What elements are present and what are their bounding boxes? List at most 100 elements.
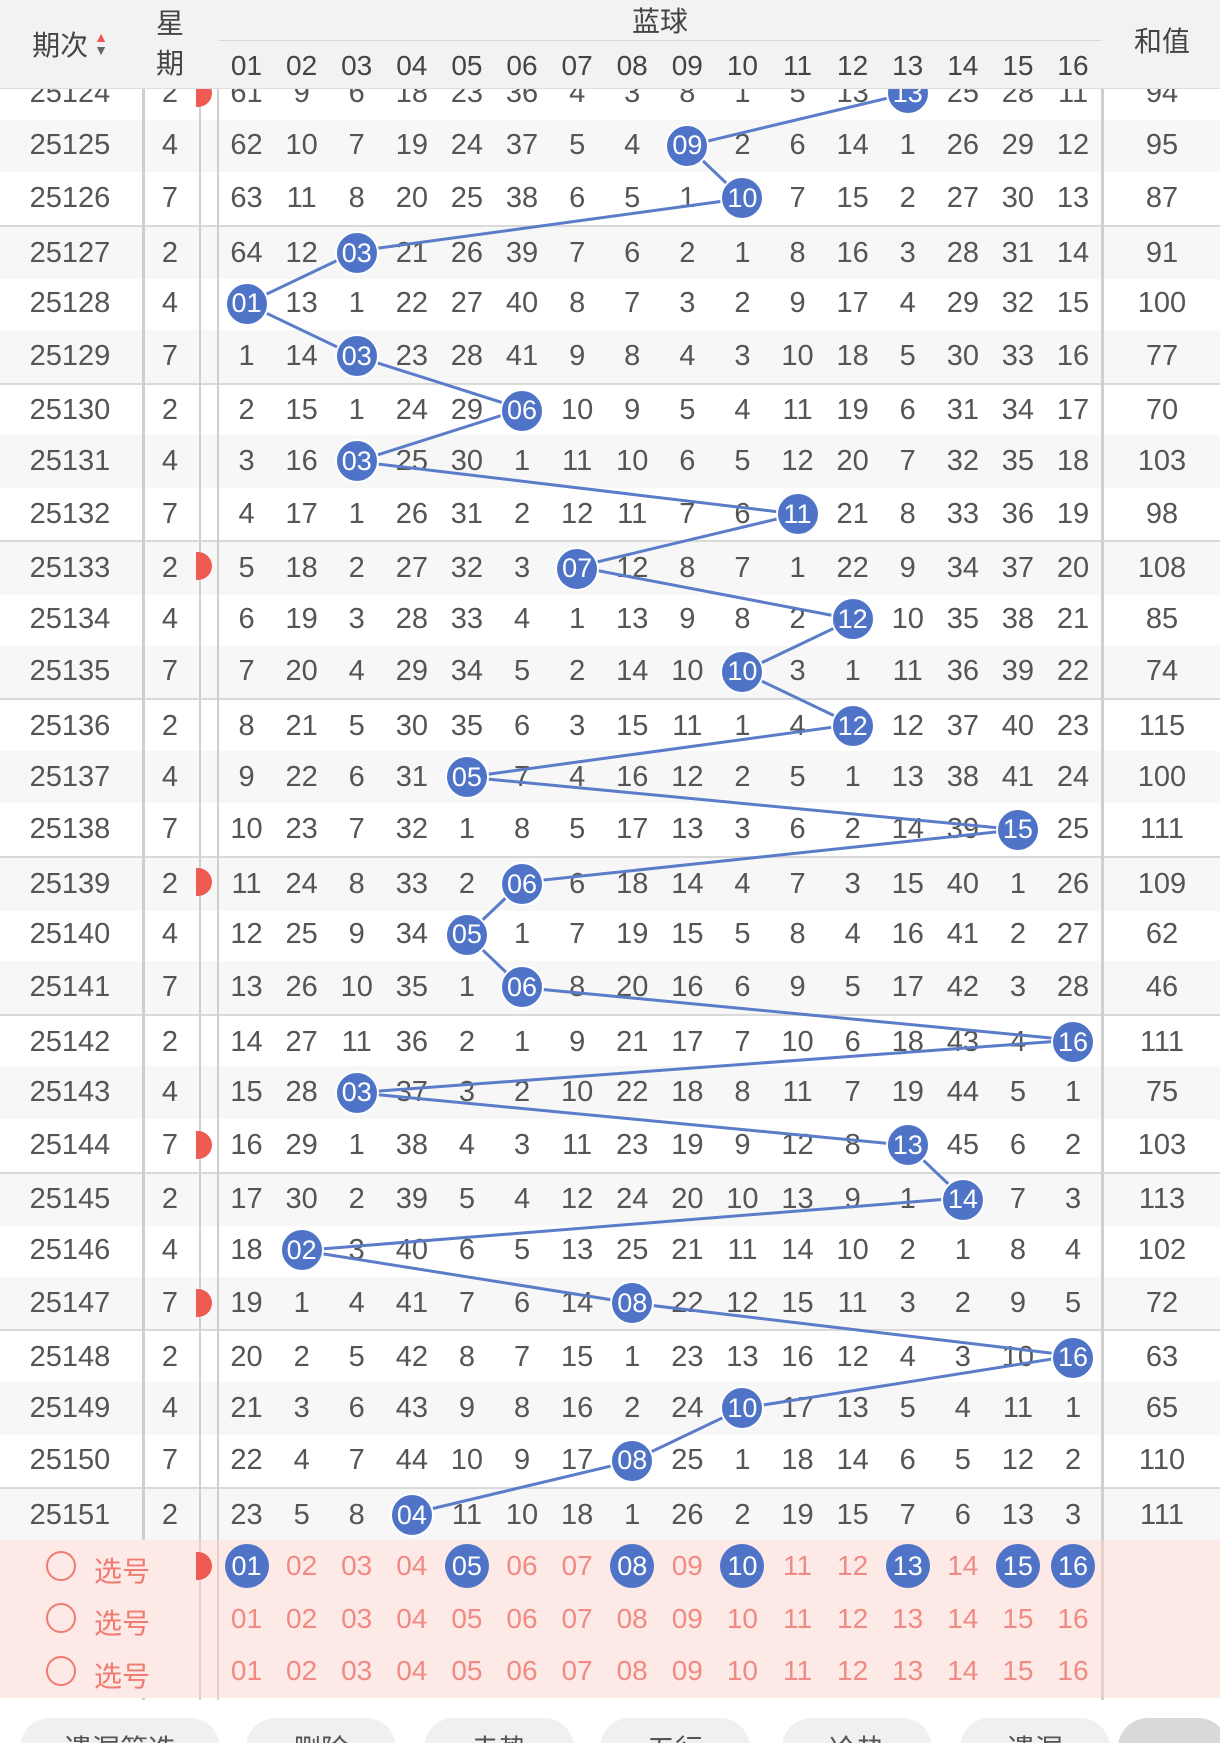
table-row: 25144 7 16 29 1 38 4 3 11 23 19 9 12 8 13 45 6 2 103 bbox=[0, 1119, 1220, 1172]
miss-count-cell: 20 bbox=[1056, 552, 1090, 585]
selected-number-ball[interactable]: 16 bbox=[1051, 1544, 1096, 1589]
selectable-number[interactable]: 07 bbox=[561, 1550, 593, 1582]
select-radio[interactable] bbox=[46, 1550, 76, 1581]
selectable-number[interactable]: 14 bbox=[947, 1602, 979, 1634]
miss-count-cell: 1 bbox=[569, 602, 586, 635]
miss-count-cell: 10 bbox=[505, 1498, 539, 1531]
selectable-number[interactable]: 03 bbox=[341, 1550, 373, 1582]
miss-count-cell: 17 bbox=[1056, 394, 1090, 427]
miss-count-cell: 7 bbox=[844, 1076, 861, 1109]
miss-count-cell: 17 bbox=[230, 1183, 263, 1216]
sum-cell: 77 bbox=[1145, 339, 1179, 372]
miss-count-cell: 12 bbox=[285, 236, 318, 269]
hit-ball: 01 bbox=[224, 281, 269, 326]
selectable-number[interactable]: 12 bbox=[837, 1602, 869, 1634]
miss-count-cell: 9 bbox=[513, 1444, 531, 1477]
sum-cell: 65 bbox=[1145, 1391, 1179, 1424]
miss-count-cell: 8 bbox=[789, 236, 806, 269]
selectable-number[interactable]: 07 bbox=[561, 1602, 593, 1634]
selected-number-ball[interactable]: 01 bbox=[224, 1544, 269, 1589]
selectable-number[interactable]: 14 bbox=[947, 1655, 979, 1687]
selectable-number[interactable]: 08 bbox=[616, 1655, 648, 1687]
number-header-14: 14 bbox=[947, 50, 979, 81]
hit-ball: 10 bbox=[720, 1386, 765, 1431]
selectable-number[interactable]: 04 bbox=[396, 1550, 428, 1582]
selected-number-ball[interactable]: 10 bbox=[720, 1544, 765, 1589]
selectable-number[interactable]: 15 bbox=[1002, 1602, 1034, 1634]
selectable-number[interactable]: 02 bbox=[286, 1550, 318, 1582]
selectable-number[interactable]: 13 bbox=[892, 1602, 924, 1634]
selectable-number[interactable]: 07 bbox=[561, 1655, 593, 1687]
miss-count-cell: 22 bbox=[230, 1444, 263, 1477]
tab-more[interactable] bbox=[1118, 1718, 1220, 1743]
period-header[interactable]: 期次 ▲ ▼ bbox=[0, 0, 140, 88]
miss-count-cell: 14 bbox=[230, 1025, 263, 1058]
select-radio[interactable] bbox=[46, 1603, 76, 1634]
miss-count-cell: 28 bbox=[946, 236, 979, 269]
miss-count-cell: 19 bbox=[230, 1286, 263, 1319]
miss-count-cell: 14 bbox=[616, 655, 649, 688]
selectable-number[interactable]: 08 bbox=[616, 1602, 648, 1634]
weekday-cell: 7 bbox=[161, 1444, 179, 1477]
selectable-number[interactable]: 16 bbox=[1057, 1602, 1089, 1634]
selectable-number[interactable]: 10 bbox=[726, 1602, 758, 1634]
miss-count-cell: 26 bbox=[1056, 867, 1090, 900]
select-radio[interactable] bbox=[46, 1656, 76, 1686]
miss-count-cell: 31 bbox=[450, 497, 484, 530]
miss-count-cell: 3 bbox=[458, 1076, 475, 1109]
selectable-number[interactable]: 02 bbox=[286, 1602, 318, 1634]
selectable-number[interactable]: 01 bbox=[230, 1655, 263, 1687]
period-cell: 25151 bbox=[29, 1498, 111, 1531]
table-row: 25135 7 7 20 4 29 34 5 2 14 10 10 3 1 11 36 39 22 74 bbox=[0, 645, 1220, 699]
miss-count-cell: 9 bbox=[899, 552, 916, 585]
selectable-number[interactable]: 11 bbox=[782, 1550, 813, 1582]
selectable-number[interactable]: 02 bbox=[286, 1655, 318, 1687]
selected-number-ball[interactable]: 15 bbox=[995, 1544, 1040, 1589]
selectable-number[interactable]: 09 bbox=[671, 1602, 703, 1634]
selected-number-ball[interactable]: 05 bbox=[444, 1544, 489, 1589]
tab-5[interactable]: 遗漏 bbox=[960, 1718, 1110, 1743]
selectable-number[interactable]: 15 bbox=[1002, 1655, 1034, 1687]
selectable-number[interactable]: 04 bbox=[396, 1655, 428, 1687]
selectable-number[interactable]: 03 bbox=[341, 1602, 373, 1634]
selectable-number[interactable]: 16 bbox=[1057, 1655, 1089, 1687]
miss-count-cell: 1 bbox=[1064, 1391, 1082, 1424]
tab-2[interactable]: 走势 bbox=[424, 1718, 574, 1743]
selectable-number[interactable]: 05 bbox=[451, 1602, 483, 1634]
miss-count-cell: 23 bbox=[395, 339, 428, 372]
selectable-number[interactable]: 06 bbox=[506, 1655, 538, 1687]
tab-3[interactable]: 五行 bbox=[600, 1718, 750, 1743]
miss-count-cell: 30 bbox=[395, 709, 428, 742]
selectable-number[interactable]: 10 bbox=[726, 1655, 758, 1687]
selectable-number[interactable]: 06 bbox=[506, 1550, 538, 1582]
miss-count-cell: 34 bbox=[1001, 394, 1035, 427]
selectable-number[interactable]: 04 bbox=[396, 1602, 428, 1634]
selectable-number[interactable]: 14 bbox=[947, 1550, 979, 1582]
select-label[interactable]: 选号 bbox=[94, 1555, 151, 1587]
selectable-number[interactable]: 03 bbox=[341, 1655, 373, 1687]
selectable-number[interactable]: 11 bbox=[782, 1602, 813, 1634]
miss-count-cell: 6 bbox=[734, 497, 751, 530]
selectable-number[interactable]: 06 bbox=[506, 1602, 538, 1634]
tab-4[interactable]: 冷热 bbox=[782, 1718, 932, 1743]
selectable-number[interactable]: 12 bbox=[837, 1550, 869, 1582]
selectable-number[interactable]: 01 bbox=[230, 1602, 263, 1634]
table-row: 25136 2 8 21 5 30 35 6 3 15 11 1 4 12 12 37 40 23 115 bbox=[0, 698, 1220, 753]
table-row: 25138 7 10 23 7 32 1 8 5 17 13 3 6 2 14 39 15 25 111 bbox=[0, 803, 1220, 856]
selectable-number[interactable]: 12 bbox=[837, 1655, 869, 1687]
miss-count-cell: 11 bbox=[837, 1286, 868, 1319]
selectable-number[interactable]: 09 bbox=[671, 1550, 703, 1582]
select-label[interactable]: 选号 bbox=[94, 1608, 151, 1640]
miss-count-cell: 39 bbox=[946, 813, 979, 846]
selectable-number[interactable]: 11 bbox=[782, 1655, 813, 1687]
selectable-number[interactable]: 13 bbox=[892, 1655, 924, 1687]
miss-count-cell: 16 bbox=[616, 760, 649, 793]
selected-number-ball[interactable]: 08 bbox=[610, 1544, 655, 1589]
selectable-number[interactable]: 05 bbox=[451, 1655, 483, 1687]
selected-number-ball[interactable]: 13 bbox=[885, 1544, 930, 1589]
tab-0[interactable]: 遗漏筛选 bbox=[20, 1718, 220, 1743]
tab-1[interactable]: 删除 bbox=[246, 1718, 396, 1743]
miss-count-cell: 21 bbox=[395, 236, 428, 269]
selectable-number[interactable]: 09 bbox=[671, 1655, 703, 1687]
select-label[interactable]: 选号 bbox=[94, 1661, 151, 1692]
